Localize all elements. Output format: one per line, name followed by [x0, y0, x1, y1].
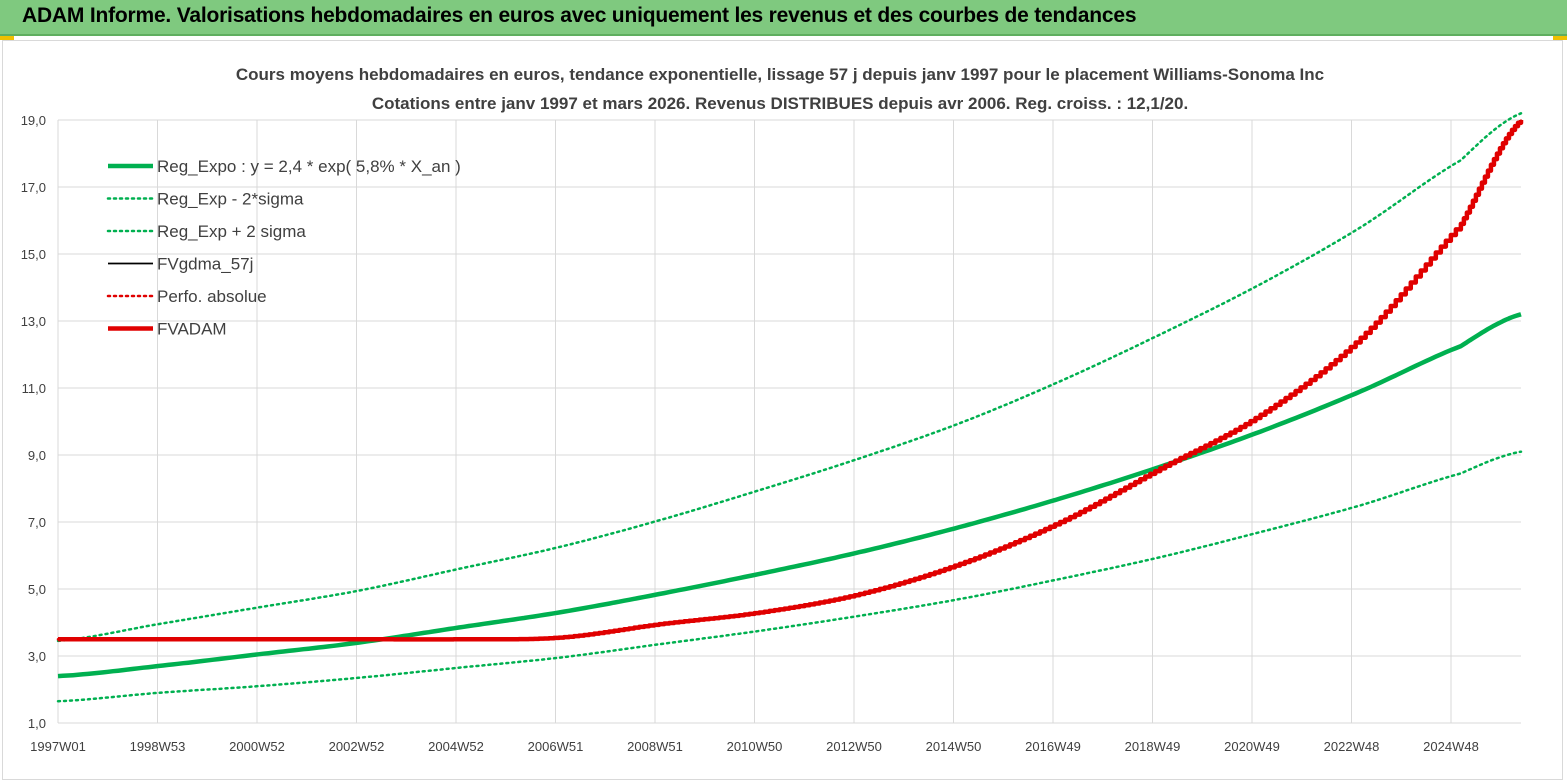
x-axis-ticks: 1997W01 1998W53 2000W52 2002W52 2004W52 2006W…	[30, 739, 1479, 754]
y-tick-label: 9,0	[28, 448, 46, 463]
x-tick-label: 1998W53	[130, 739, 186, 754]
legend-label: Reg_Expo : y = 2,4 * exp( 5,8% * X_an )	[157, 157, 461, 176]
x-tick-label: 2020W49	[1224, 739, 1280, 754]
legend-label: FVgdma_57j	[157, 255, 253, 274]
chart-subtitle: Cotations entre janv 1997 et mars 2026. …	[372, 94, 1188, 113]
x-tick-label: 2024W48	[1423, 739, 1479, 754]
x-tick-label: 2006W51	[528, 739, 584, 754]
legend-label: Reg_Exp - 2*sigma	[157, 190, 304, 209]
series-fvadam	[58, 120, 1524, 642]
chart-frame	[2, 40, 1563, 780]
x-tick-label: 2014W50	[926, 739, 982, 754]
x-tick-label: 2022W48	[1324, 739, 1380, 754]
x-tick-label: 2018W49	[1125, 739, 1181, 754]
y-tick-label: 19,0	[21, 113, 46, 128]
report-title: ADAM Informe. Valorisations hebdomadaire…	[22, 4, 1137, 27]
series-reg-exp-2-sigma	[56, 450, 1523, 703]
y-tick-label: 5,0	[28, 582, 46, 597]
x-tick-label: 1997W01	[30, 739, 86, 754]
x-tick-label: 2008W51	[627, 739, 683, 754]
x-tick-label: 2012W50	[826, 739, 882, 754]
chart-grid	[57, 119, 1521, 724]
header-accent-left	[0, 36, 14, 40]
x-tick-label: 2016W49	[1025, 739, 1081, 754]
y-tick-label: 3,0	[28, 649, 46, 664]
legend-label: FVADAM	[157, 320, 227, 339]
report-header: ADAM Informe. Valorisations hebdomadaire…	[0, 0, 1567, 36]
y-tick-label: 15,0	[21, 247, 46, 262]
y-tick-label: 7,0	[28, 515, 46, 530]
chart-title: Cours moyens hebdomadaires en euros, ten…	[236, 65, 1324, 84]
y-tick-label: 13,0	[21, 314, 46, 329]
x-tick-label: 2004W52	[428, 739, 484, 754]
chart-series	[56, 112, 1524, 703]
chart-legend: Reg_Expo : y = 2,4 * exp( 5,8% * X_an ) R…	[106, 157, 461, 339]
legend-label: Reg_Exp + 2 sigma	[157, 222, 306, 241]
y-tick-label: 17,0	[21, 180, 46, 195]
y-tick-label: 1,0	[28, 716, 46, 731]
y-tick-label: 11,0	[22, 381, 46, 396]
series-reg-expo-y-2-4-exp-5-8-x-an	[57, 312, 1522, 679]
x-tick-label: 2010W50	[727, 739, 783, 754]
x-tick-label: 2002W52	[329, 739, 385, 754]
series-reg-exp-2-sigma	[56, 112, 1523, 643]
legend-label: Perfo. absolue	[157, 287, 267, 306]
x-tick-label: 2000W52	[229, 739, 285, 754]
y-axis-ticks: 1,0 3,0 5,0 7,0 9,0 11,0 13,0 15,0 17,0 19,0	[21, 113, 46, 731]
header-accent-right	[1553, 36, 1567, 40]
